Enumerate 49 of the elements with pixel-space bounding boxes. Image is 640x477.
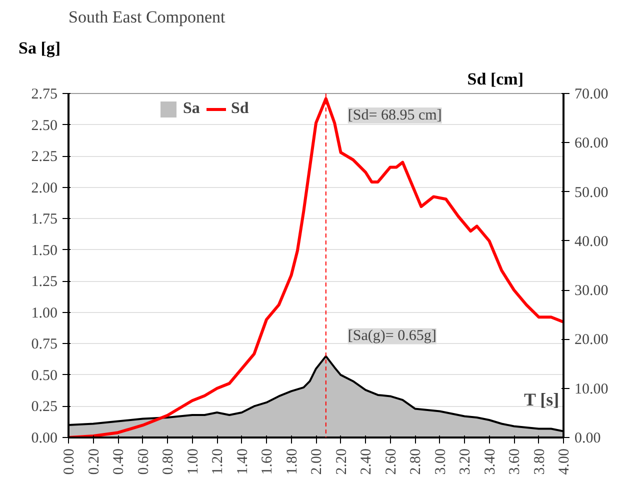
x-tick-label: 1.00 (185, 448, 202, 475)
y-tick-label: 2.50 (31, 118, 58, 134)
x-tick-label: 2.20 (334, 448, 350, 475)
x-tick-label: 0.20 (86, 448, 102, 475)
x-tick-label: 0.60 (136, 448, 152, 475)
y-tick-label: 0.25 (31, 399, 58, 416)
x-tick-label: 2.60 (383, 448, 400, 475)
y2-tick-label: 20.00 (574, 332, 608, 348)
y-tick-label: 0.00 (31, 430, 58, 446)
y2-tick-label: 0.00 (574, 430, 601, 446)
y2-axis-title: Sd [cm] (467, 70, 524, 88)
x-tick-label: 3.80 (532, 448, 548, 475)
x-tick-label: 1.20 (210, 448, 226, 475)
legend-label: Sd (231, 100, 250, 118)
legend-label: Sa (183, 100, 201, 118)
y2-tick-label: 50.00 (574, 184, 608, 201)
x-tick-label: 0.40 (111, 448, 127, 475)
x-tick-label: 1.80 (284, 448, 300, 475)
x-tick-label: 1.40 (234, 448, 251, 475)
y2-tick-label: 10.00 (574, 381, 608, 398)
y2-tick-label: 40.00 (574, 234, 608, 250)
y-tick-label: 1.00 (31, 305, 58, 322)
annotation: [Sa(g)= 0.65g] (348, 328, 436, 344)
x-tick-label: 3.20 (458, 448, 474, 475)
y-tick-label: 0.75 (31, 336, 58, 353)
y-tick-label: 1.25 (31, 274, 58, 290)
y-tick-label: 1.50 (31, 242, 58, 259)
y-tick-label: 0.50 (31, 368, 58, 384)
x-axis-title: T [s] (524, 390, 560, 410)
chart-title: South East Component (68, 8, 226, 26)
x-tick-label: 3.60 (507, 448, 523, 475)
x-tick-label: 4.00 (556, 448, 572, 475)
y-tick-label: 2.75 (31, 86, 58, 102)
y-tick-label: 2.00 (31, 180, 58, 196)
x-tick-label: 2.40 (358, 448, 374, 475)
y2-tick-label: 70.00 (574, 86, 608, 102)
y-axis-title: Sa [g] (18, 38, 61, 58)
x-tick-label: 3.40 (482, 448, 498, 475)
y-tick-label: 2.25 (31, 149, 58, 166)
y2-tick-label: 30.00 (574, 283, 608, 300)
x-tick-label: 2.80 (408, 448, 424, 475)
annotation: [Sd= 68.95 cm] (348, 108, 442, 124)
x-tick-label: 3.00 (432, 448, 449, 475)
x-tick-label: 0.00 (62, 448, 78, 475)
y-tick-label: 1.75 (31, 212, 58, 228)
x-tick-label: 2.00 (309, 448, 325, 475)
x-tick-label: 0.80 (160, 448, 176, 475)
y2-tick-label: 60.00 (574, 136, 608, 152)
x-tick-label: 1.60 (260, 448, 276, 475)
